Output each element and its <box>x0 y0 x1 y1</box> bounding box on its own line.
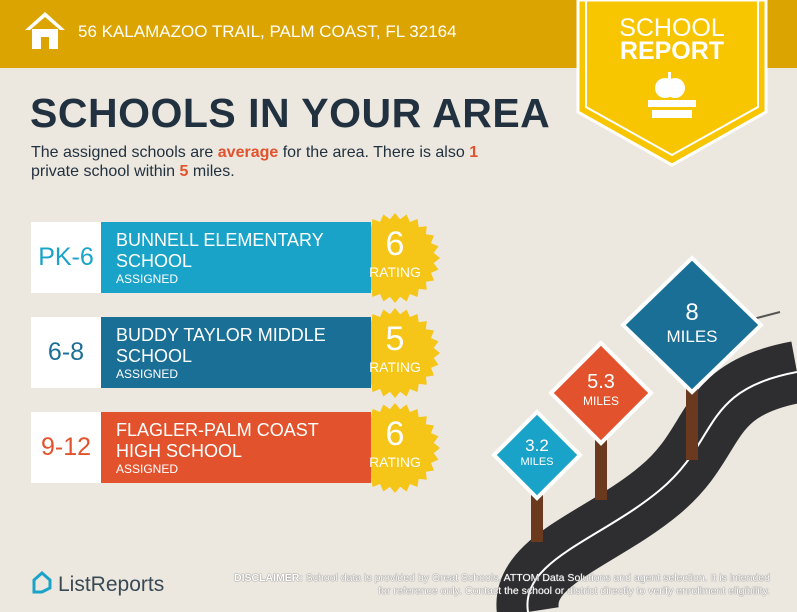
address: 56 KALAMAZOO TRAIL, PALM COAST, FL 32164 <box>78 22 457 41</box>
school-status: ASSIGNED <box>116 272 179 286</box>
grade: PK-6 <box>31 222 101 293</box>
intro-highlight: 1 <box>469 144 479 161</box>
intro: The assigned schools are average for the… <box>31 143 511 181</box>
school-name: BUDDY TAYLOR MIDDLE SCHOOL <box>116 325 326 366</box>
grade: 6-8 <box>31 317 101 388</box>
intro-text: for the area. There is also <box>278 144 470 161</box>
rating-label: RATING <box>369 264 421 280</box>
badge-text: SCHOOL REPORT <box>578 14 766 65</box>
distance-sign <box>548 340 654 446</box>
school-name: FLAGLER-PALM COAST HIGH SCHOOL <box>116 420 319 461</box>
disclaimer-label: DISCLAIMER: <box>234 572 303 584</box>
distance-unit: MILES <box>582 394 619 408</box>
school-name: BUNNELL ELEMENTARY SCHOOL <box>116 230 324 271</box>
intro-text: private school within <box>31 163 180 180</box>
badge-border <box>585 0 759 157</box>
rating: 6 <box>385 225 405 263</box>
intro-highlight: average <box>217 144 279 161</box>
badge-line: SCHOOL <box>619 14 725 42</box>
title: SCHOOLS IN YOUR AREA <box>30 90 551 136</box>
school-status: ASSIGNED <box>116 462 179 476</box>
disclaimer-text: School data is provided by Great Schools… <box>305 572 770 597</box>
intro-highlight: 5 <box>179 163 189 180</box>
distance-sign <box>620 255 764 395</box>
sign-post <box>595 430 607 500</box>
rating-badge <box>350 213 440 303</box>
road-line <box>526 371 797 612</box>
distance-value: 5.3 <box>587 371 615 393</box>
grade: 9-12 <box>31 412 101 483</box>
distance-sign <box>491 409 583 501</box>
intro-text: miles. <box>188 163 235 180</box>
distance-unit: MILES <box>666 327 718 346</box>
school-bar: FLAGLER-PALM COAST HIGH SCHOOL ASSIGNED <box>101 412 371 483</box>
school-bar: BUNNELL ELEMENTARY SCHOOL ASSIGNED <box>101 222 371 293</box>
rating-label: RATING <box>369 359 421 375</box>
school-bar: BUDDY TAYLOR MIDDLE SCHOOL ASSIGNED <box>101 317 371 388</box>
sign-label: 3.2 MILES <box>487 436 587 468</box>
logo: ListReports <box>58 573 165 596</box>
apple-book-icon <box>648 72 696 118</box>
sign-label: 8 MILES <box>642 299 742 347</box>
rating-label: RATING <box>369 454 421 470</box>
distance-value: 3.2 <box>525 436 549 455</box>
home-icon <box>25 12 65 49</box>
rating: 6 <box>385 415 405 453</box>
rating: 5 <box>385 320 405 358</box>
badge-line: REPORT <box>619 37 725 65</box>
logo-icon <box>32 571 52 594</box>
school-status: ASSIGNED <box>116 367 179 381</box>
sign-post <box>686 380 698 460</box>
rating-badge <box>350 308 440 398</box>
sign-post <box>531 485 543 542</box>
sign-label: 5.3 MILES <box>551 371 651 408</box>
disclaimer: DISCLAIMER: School data is provided by G… <box>228 572 770 598</box>
distance-unit: MILES <box>520 456 554 468</box>
distance-value: 8 <box>685 299 699 326</box>
rating-badge <box>350 403 440 493</box>
intro-text: The assigned schools are <box>31 144 218 161</box>
